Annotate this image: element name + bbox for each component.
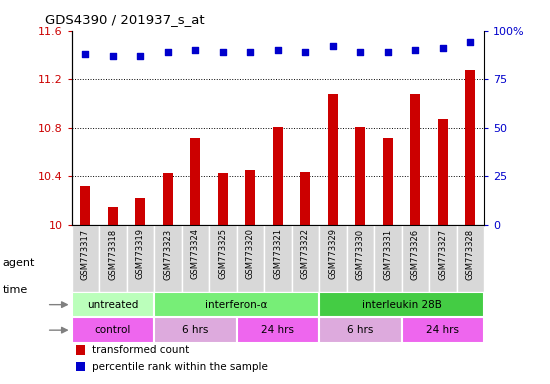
Bar bbox=[383, 137, 393, 225]
FancyBboxPatch shape bbox=[429, 225, 456, 292]
Text: 24 hrs: 24 hrs bbox=[261, 325, 294, 335]
Text: GSM773330: GSM773330 bbox=[356, 228, 365, 280]
Text: 24 hrs: 24 hrs bbox=[426, 325, 459, 335]
Text: 6 hrs: 6 hrs bbox=[182, 325, 208, 335]
Point bbox=[383, 49, 392, 55]
Bar bbox=[319, 292, 484, 318]
Text: GSM773329: GSM773329 bbox=[328, 228, 337, 280]
Point bbox=[246, 49, 255, 55]
FancyBboxPatch shape bbox=[319, 225, 346, 292]
FancyBboxPatch shape bbox=[182, 225, 209, 292]
Point bbox=[191, 47, 200, 53]
FancyBboxPatch shape bbox=[72, 225, 99, 292]
FancyBboxPatch shape bbox=[264, 225, 292, 292]
Text: GSM773324: GSM773324 bbox=[191, 228, 200, 280]
Point bbox=[466, 39, 475, 45]
Bar bbox=[236, 318, 319, 343]
Bar bbox=[218, 173, 228, 225]
Bar bbox=[319, 318, 402, 343]
Text: GSM773328: GSM773328 bbox=[466, 228, 475, 280]
FancyBboxPatch shape bbox=[154, 225, 182, 292]
Point bbox=[411, 47, 420, 53]
FancyBboxPatch shape bbox=[126, 225, 154, 292]
Text: percentile rank within the sample: percentile rank within the sample bbox=[92, 362, 268, 372]
Text: GSM773317: GSM773317 bbox=[81, 228, 90, 280]
Bar bbox=[154, 292, 319, 318]
FancyBboxPatch shape bbox=[346, 225, 374, 292]
Bar bbox=[154, 318, 236, 343]
Text: agent: agent bbox=[3, 258, 35, 268]
FancyBboxPatch shape bbox=[374, 225, 401, 292]
Bar bbox=[76, 362, 85, 371]
Bar bbox=[72, 292, 154, 318]
Text: GSM773320: GSM773320 bbox=[246, 228, 255, 280]
Bar bbox=[273, 127, 283, 225]
Text: GSM773323: GSM773323 bbox=[163, 228, 172, 280]
FancyBboxPatch shape bbox=[209, 225, 236, 292]
Text: GSM773321: GSM773321 bbox=[273, 228, 282, 280]
FancyBboxPatch shape bbox=[456, 225, 484, 292]
Point bbox=[136, 53, 145, 59]
Bar bbox=[72, 318, 154, 343]
Text: GSM773319: GSM773319 bbox=[136, 228, 145, 280]
Bar bbox=[355, 127, 365, 225]
Bar bbox=[410, 94, 420, 225]
Bar bbox=[465, 70, 475, 225]
Bar bbox=[190, 137, 200, 225]
Text: GSM773322: GSM773322 bbox=[301, 228, 310, 280]
Point bbox=[108, 53, 117, 59]
Text: transformed count: transformed count bbox=[92, 345, 189, 355]
Point bbox=[301, 49, 310, 55]
Point bbox=[328, 43, 337, 49]
Bar bbox=[245, 170, 255, 225]
Bar bbox=[76, 345, 85, 354]
Text: GDS4390 / 201937_s_at: GDS4390 / 201937_s_at bbox=[45, 13, 204, 26]
Text: untreated: untreated bbox=[87, 300, 139, 310]
Text: GSM773318: GSM773318 bbox=[108, 228, 117, 280]
Text: interleukin 28B: interleukin 28B bbox=[361, 300, 442, 310]
Text: GSM773327: GSM773327 bbox=[438, 228, 447, 280]
Bar bbox=[108, 207, 118, 225]
Point bbox=[218, 49, 227, 55]
Bar bbox=[402, 318, 484, 343]
FancyBboxPatch shape bbox=[99, 225, 127, 292]
Bar bbox=[135, 199, 145, 225]
Text: interferon-α: interferon-α bbox=[205, 300, 268, 310]
Text: GSM773325: GSM773325 bbox=[218, 228, 227, 280]
Text: time: time bbox=[3, 285, 28, 295]
Point bbox=[81, 51, 90, 57]
Bar bbox=[300, 172, 310, 225]
Text: GSM773331: GSM773331 bbox=[383, 228, 392, 280]
Point bbox=[273, 47, 282, 53]
FancyBboxPatch shape bbox=[292, 225, 319, 292]
FancyBboxPatch shape bbox=[402, 225, 429, 292]
Text: GSM773326: GSM773326 bbox=[411, 228, 420, 280]
Point bbox=[163, 49, 172, 55]
Bar bbox=[163, 173, 173, 225]
Text: 6 hrs: 6 hrs bbox=[347, 325, 373, 335]
FancyBboxPatch shape bbox=[236, 225, 264, 292]
Bar bbox=[72, 225, 484, 292]
Bar bbox=[80, 186, 90, 225]
Bar bbox=[328, 94, 338, 225]
Point bbox=[438, 45, 447, 51]
Text: control: control bbox=[95, 325, 131, 335]
Bar bbox=[438, 119, 448, 225]
Point bbox=[356, 49, 365, 55]
